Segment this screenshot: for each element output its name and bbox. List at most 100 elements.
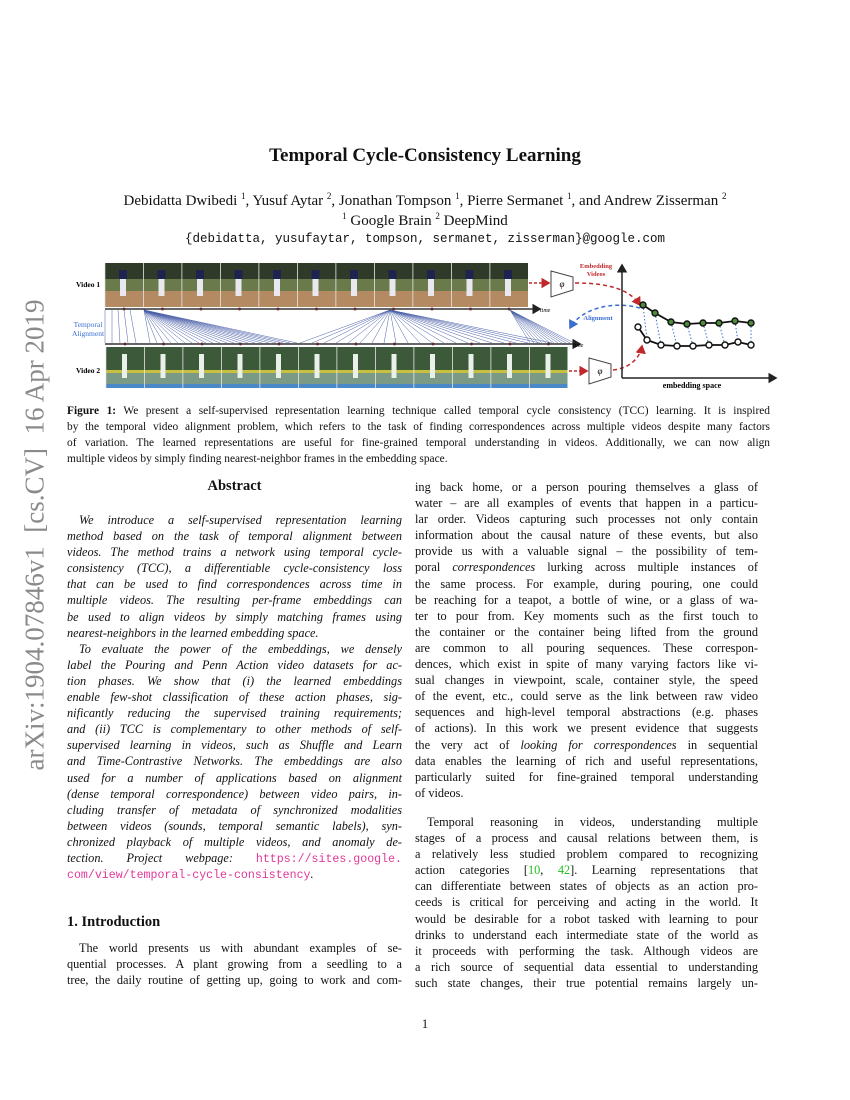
introduction-heading: 1. Introduction bbox=[67, 914, 161, 930]
video-1-embedding-point bbox=[731, 317, 739, 325]
player-jersey bbox=[234, 270, 243, 279]
alignment-line bbox=[143, 309, 263, 344]
frame-wall bbox=[375, 384, 414, 388]
alignment-line bbox=[143, 309, 172, 344]
citation-link[interactable]: 10 bbox=[527, 863, 541, 878]
text-line: sual changes in viewpoint, scale, contai… bbox=[415, 672, 758, 688]
video-1-embedding-point bbox=[651, 309, 659, 317]
text-line: of videos. bbox=[415, 785, 758, 801]
alignment-line bbox=[383, 309, 391, 344]
text-line: ceeds is critical for perceiving and act… bbox=[415, 894, 758, 910]
player-figure bbox=[466, 270, 473, 296]
citation-link[interactable]: 42 bbox=[557, 863, 571, 878]
alignment-line bbox=[509, 309, 575, 344]
frame-wall bbox=[260, 384, 298, 388]
alignment-arrow-label: Alignment bbox=[583, 315, 613, 322]
text-span: sequences and high-level temporal abstra… bbox=[415, 705, 758, 720]
text-span: be reaching for a teapot, a bottle of wi… bbox=[415, 592, 758, 607]
player-figure bbox=[428, 270, 434, 296]
player-figure bbox=[468, 354, 474, 378]
text-line: used for a number of applications based … bbox=[67, 770, 402, 786]
abstract-heading: Abstract bbox=[207, 478, 262, 494]
player-figure bbox=[430, 354, 435, 378]
caption-line: of variation. The learned representation… bbox=[67, 435, 770, 451]
text-line: action categories [10, 42]. Learning rep… bbox=[415, 862, 758, 878]
video-1-embedding-point bbox=[699, 319, 707, 327]
text-line: of the event, etc., could serve as the l… bbox=[415, 688, 758, 704]
player-figure bbox=[314, 354, 320, 378]
caption-label: Figure 1: bbox=[67, 405, 117, 417]
alignment-line bbox=[389, 309, 433, 344]
text-span: We introduce a self-supervised represent… bbox=[79, 513, 402, 527]
text-line: chronized playback of multiple videos, a… bbox=[67, 834, 402, 850]
alignment-line bbox=[359, 309, 391, 344]
text-line: be reaching for a teapot, a bottle of wi… bbox=[415, 592, 758, 608]
alignment-line bbox=[143, 309, 207, 344]
text-line: multiple videos. The resulting per-frame… bbox=[67, 592, 402, 608]
text-span: stages of a process and causal relations… bbox=[415, 831, 758, 846]
text-span: The world presents us with abundant exam… bbox=[79, 941, 402, 955]
text-span: of videos. bbox=[415, 785, 464, 800]
embedding-videos-label-1: Embedding bbox=[580, 263, 613, 270]
alignment-line bbox=[117, 309, 121, 344]
text-line: would be desirable for a robot tasked wi… bbox=[415, 911, 758, 927]
text-line: and Time-Contrastive Networks. The embed… bbox=[67, 753, 402, 769]
text-span: a relatively less studied problem compar… bbox=[415, 847, 758, 862]
player-figure bbox=[122, 354, 127, 378]
alignment-line bbox=[509, 309, 535, 344]
phi-label-1: φ bbox=[560, 279, 565, 289]
author-name: Yusuf Aytar bbox=[252, 193, 324, 209]
text-span: provide us with a valuable signal – the … bbox=[415, 544, 758, 559]
text-span: can differentiate between states of obje… bbox=[415, 879, 758, 894]
alignment-line bbox=[509, 309, 555, 344]
player-figure bbox=[389, 270, 396, 296]
text-span: nearest-neighbors in the learned embeddi… bbox=[67, 625, 319, 640]
text-span: dences, which exist in spite of many var… bbox=[415, 657, 758, 672]
frame-wall bbox=[529, 384, 568, 388]
alignment-line bbox=[143, 309, 221, 344]
alignment-line bbox=[299, 309, 391, 344]
alignment-line bbox=[347, 309, 391, 344]
project-webpage-link[interactable]: com/view/temporal-cycle-consistency bbox=[67, 869, 311, 883]
text-line: We introduce a self-supervised represent… bbox=[67, 512, 402, 528]
embedding-space-label: embedding space bbox=[663, 381, 722, 390]
text-span: quential processes. A plant growing from… bbox=[67, 957, 402, 972]
alignment-line bbox=[123, 309, 129, 344]
affiliation-mark: 2 bbox=[435, 211, 440, 221]
text-line: be used to align videos by simply matchi… bbox=[67, 609, 402, 625]
player-figure bbox=[160, 354, 166, 378]
text-span: the very act of bbox=[415, 737, 521, 752]
text-line: are common to all pouring sequences. The… bbox=[415, 640, 758, 656]
text-line: tion phases. We show that (i) the learne… bbox=[67, 673, 402, 689]
text-line: sequences and high-level temporal abstra… bbox=[415, 704, 758, 720]
author-affiliation-mark: 1 bbox=[241, 191, 246, 201]
player-figure bbox=[507, 354, 512, 378]
text-span: tection. Project webpage: bbox=[67, 850, 256, 865]
text-span: the same process. For example, during po… bbox=[415, 576, 758, 591]
frame-ground bbox=[220, 291, 259, 307]
text-span: ]. Learning representations that bbox=[570, 863, 758, 878]
affiliation-name: DeepMind bbox=[443, 213, 508, 229]
text-span: (dense temporal correspondence) between … bbox=[67, 786, 402, 801]
alignment-line bbox=[143, 309, 158, 344]
page-number: 1 bbox=[421, 1017, 429, 1031]
alignment-line bbox=[143, 309, 277, 344]
text-span: supervised learning in videos, such as S… bbox=[67, 738, 402, 753]
figure-caption: Figure 1: We present a self-supervised r… bbox=[67, 403, 770, 467]
author-affiliation-mark: 1 bbox=[455, 191, 460, 201]
alignment-line bbox=[143, 309, 179, 344]
caption-line: Figure 1: We present a self-supervised r… bbox=[67, 403, 770, 419]
player-figure bbox=[120, 270, 126, 296]
text-span: that can be used to find correspondences… bbox=[67, 577, 402, 592]
project-webpage-link[interactable]: https://sites.google. bbox=[255, 852, 402, 866]
video-2-embedding-point bbox=[721, 341, 729, 349]
text-span: be used to align videos by simply matchi… bbox=[67, 609, 402, 624]
text-span: a rich source of sequential data essenti… bbox=[415, 959, 758, 974]
player-figure bbox=[505, 270, 511, 296]
alignment-line bbox=[389, 309, 409, 344]
alignment-line bbox=[311, 309, 391, 344]
text-line: can differentiate between states of obje… bbox=[415, 878, 758, 894]
player-figure bbox=[353, 354, 358, 378]
alignment-line bbox=[323, 309, 391, 344]
alignment-line bbox=[509, 309, 559, 344]
